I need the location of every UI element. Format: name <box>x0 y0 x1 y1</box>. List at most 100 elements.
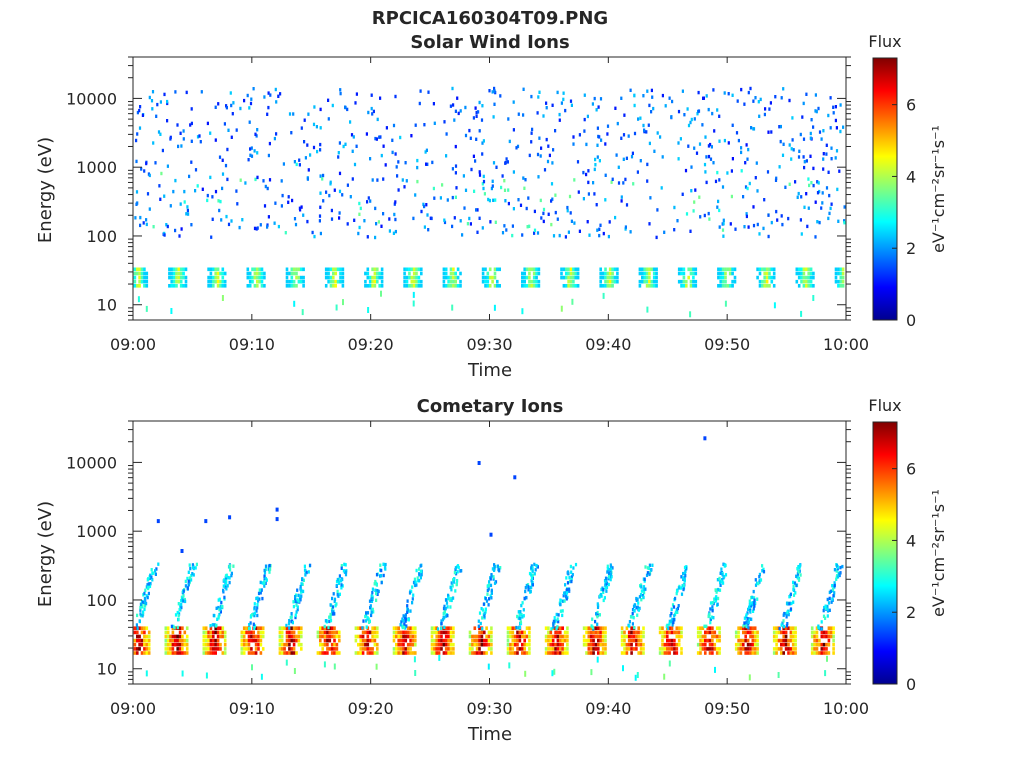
heatmap-cell <box>576 271 580 276</box>
heatmap-cell <box>342 299 344 306</box>
heatmap-cell <box>825 143 828 147</box>
heatmap-cell <box>332 279 335 284</box>
heatmap-cell <box>436 627 440 631</box>
heatmap-cell <box>432 186 435 191</box>
heatmap-cell <box>449 275 453 280</box>
heatmap-cell <box>454 279 457 284</box>
heatmap-cell <box>740 146 743 150</box>
heatmap-cell <box>404 619 407 623</box>
heatmap-cell <box>547 630 550 635</box>
heatmap-cell <box>645 130 648 134</box>
heatmap-cell <box>214 630 217 635</box>
heatmap-cell <box>825 651 828 655</box>
heatmap-cell <box>692 279 695 284</box>
heatmap-cell <box>354 101 357 105</box>
heatmap-cell <box>643 577 646 581</box>
heatmap-cell <box>661 634 664 639</box>
heatmap-cell <box>778 627 781 631</box>
heatmap-cell <box>302 279 305 284</box>
heatmap-cell <box>397 188 400 192</box>
heatmap-cell <box>648 279 651 284</box>
heatmap-cell <box>791 642 795 647</box>
heatmap-cell <box>444 634 448 639</box>
heatmap-cell <box>511 630 515 635</box>
heatmap-cell <box>747 626 750 630</box>
heatmap-cell <box>832 111 835 115</box>
heatmap-cell <box>340 586 343 590</box>
heatmap-cell <box>616 271 619 276</box>
heatmap-cell <box>503 179 506 183</box>
heatmap-cell <box>782 87 785 91</box>
heatmap-cell <box>665 624 668 629</box>
heatmap-cell <box>521 647 524 651</box>
heatmap-cell <box>333 638 336 643</box>
heatmap-cell <box>191 563 194 567</box>
heatmap-cell <box>214 626 217 630</box>
heatmap-cell <box>397 634 400 639</box>
heatmap-cell <box>246 267 250 272</box>
heatmap-cell <box>714 666 716 673</box>
heatmap-cell <box>209 647 213 651</box>
heatmap-cell <box>373 271 377 276</box>
heatmap-cell <box>701 642 705 647</box>
heatmap-cell <box>221 172 225 176</box>
heatmap-cell <box>604 576 608 580</box>
heatmap-cell <box>399 634 403 639</box>
heatmap-cell <box>395 626 398 630</box>
heatmap-cell <box>488 89 491 93</box>
heatmap-cell <box>425 203 428 207</box>
heatmap-cell <box>250 146 253 150</box>
heatmap-cell <box>313 234 316 239</box>
heatmap-cell <box>637 601 640 605</box>
heatmap-cell <box>468 642 472 647</box>
heatmap-cell <box>620 634 624 639</box>
heatmap-cell <box>406 651 410 655</box>
heatmap-cell <box>309 153 312 157</box>
heatmap-cell <box>409 642 412 647</box>
heatmap-cell <box>263 284 266 288</box>
heatmap-cell <box>380 271 384 276</box>
heatmap-cell <box>175 279 178 284</box>
heatmap-cell <box>745 624 748 629</box>
heatmap-cell <box>300 275 303 280</box>
heatmap-cell <box>528 271 531 276</box>
heatmap-cell <box>608 275 612 280</box>
heatmap-cell <box>828 596 831 601</box>
heatmap-cell <box>485 642 488 647</box>
heatmap-cell <box>223 651 227 655</box>
heatmap-cell <box>249 153 252 157</box>
heatmap-cell <box>525 626 529 630</box>
heatmap-cell <box>152 141 155 145</box>
heatmap-cell <box>668 651 671 655</box>
heatmap-cell <box>554 619 557 623</box>
heatmap-cell <box>726 284 730 288</box>
heatmap-cell <box>565 284 568 288</box>
heatmap-cell <box>354 634 358 639</box>
heatmap-cell <box>287 622 291 626</box>
heatmap-cell <box>432 102 435 106</box>
heatmap-cell <box>328 615 331 619</box>
heatmap-cell <box>399 647 403 651</box>
heatmap-cell <box>721 284 725 288</box>
heatmap-cell <box>151 107 154 111</box>
heatmap-cell <box>452 103 455 107</box>
heatmap-cell <box>278 642 282 647</box>
heatmap-cell <box>839 279 843 284</box>
heatmap-cell <box>634 603 637 607</box>
heatmap-cell <box>358 212 361 216</box>
heatmap-cell <box>402 647 405 651</box>
heatmap-cell <box>263 204 267 208</box>
heatmap-cell <box>361 647 365 651</box>
heatmap-cell <box>832 651 835 655</box>
heatmap-cell <box>834 105 837 109</box>
heatmap-cell <box>397 638 400 643</box>
heatmap-cell <box>403 284 406 288</box>
heatmap-cell <box>721 275 725 280</box>
heatmap-cell <box>179 271 183 276</box>
heatmap-cell <box>516 647 519 651</box>
heatmap-cell <box>407 618 410 622</box>
heatmap-cell <box>214 651 217 655</box>
heatmap-cell <box>704 638 707 643</box>
heatmap-cell <box>792 580 795 585</box>
heatmap-cell <box>724 573 728 577</box>
